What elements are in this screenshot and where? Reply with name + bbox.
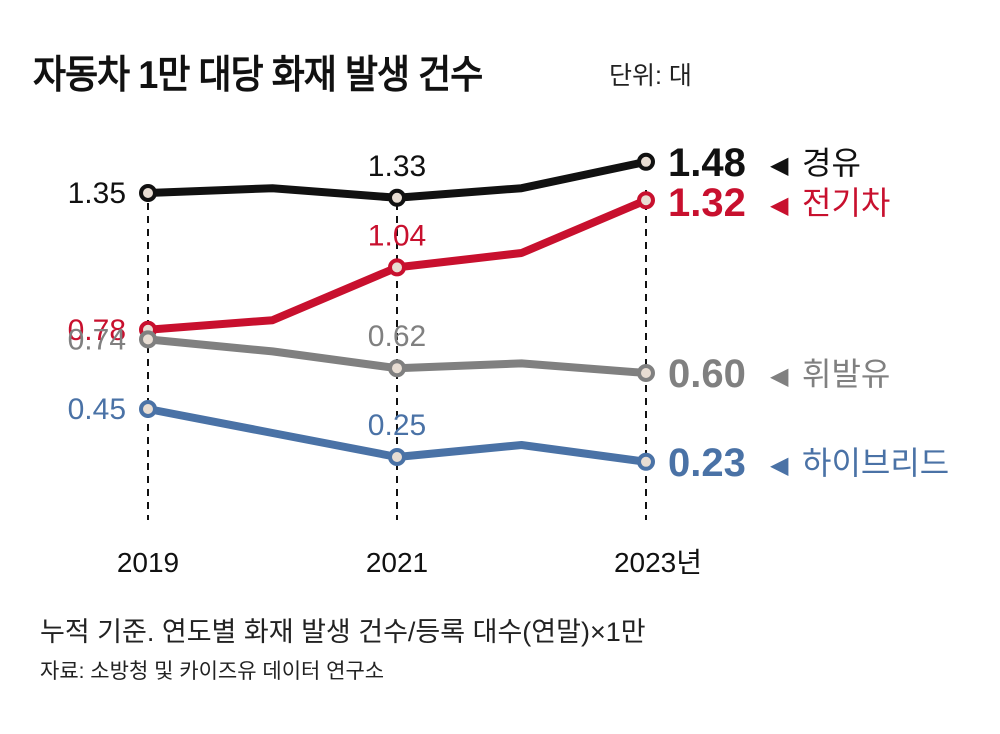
method-note: 누적 기준. 연도별 화재 발생 건수/등록 대수(연말)×1만	[40, 617, 646, 647]
data-point-marker	[637, 191, 655, 210]
x-tick-label: 2023년	[614, 547, 702, 578]
source-note: 자료: 소방청 및 카이즈유 데이터 연구소	[40, 660, 385, 683]
end-value-label: 0.60	[668, 352, 746, 396]
data-point-marker	[637, 152, 655, 171]
data-point-marker	[139, 330, 157, 349]
series-name-label: 하이브리드	[802, 444, 949, 482]
data-label: 0.45	[68, 393, 126, 426]
series-name-label: 경유	[802, 144, 861, 182]
data-point-marker	[388, 448, 406, 466]
end-value-label: 1.48	[668, 141, 746, 185]
data-point-marker	[388, 258, 406, 277]
chart-title: 자동차 1만 대당 화재 발생 건수	[33, 54, 483, 97]
chart-title-row: 자동차 1만 대당 화재 발생 건수	[33, 44, 521, 100]
data-label: 1.04	[368, 219, 426, 252]
end-value-label: 1.32	[668, 181, 746, 225]
data-label: 1.33	[368, 150, 426, 183]
data-label: 0.62	[368, 320, 426, 353]
arrow-icon: ◀	[770, 191, 789, 219]
series-name-label: 휘발유	[802, 355, 890, 393]
end-value-label: 0.23	[668, 441, 746, 485]
data-label: 1.35	[68, 177, 126, 210]
unit-label: 단위: 대	[609, 62, 692, 90]
data-point-marker	[637, 452, 655, 471]
data-point-marker	[139, 184, 157, 202]
data-point-marker	[139, 400, 157, 418]
data-point-marker	[388, 359, 406, 378]
series-name-label: 전기차	[802, 184, 890, 222]
data-point-marker	[388, 188, 406, 207]
arrow-icon: ◀	[770, 451, 789, 479]
x-tick-label: 2019	[117, 547, 179, 578]
arrow-icon: ◀	[770, 151, 789, 179]
data-label: 0.25	[368, 409, 426, 442]
arrow-icon: ◀	[770, 362, 789, 390]
data-point-marker	[637, 364, 655, 382]
data-label: 0.78	[68, 314, 126, 347]
x-tick-label: 2021	[366, 547, 428, 578]
data-label: 0.74	[68, 323, 126, 356]
